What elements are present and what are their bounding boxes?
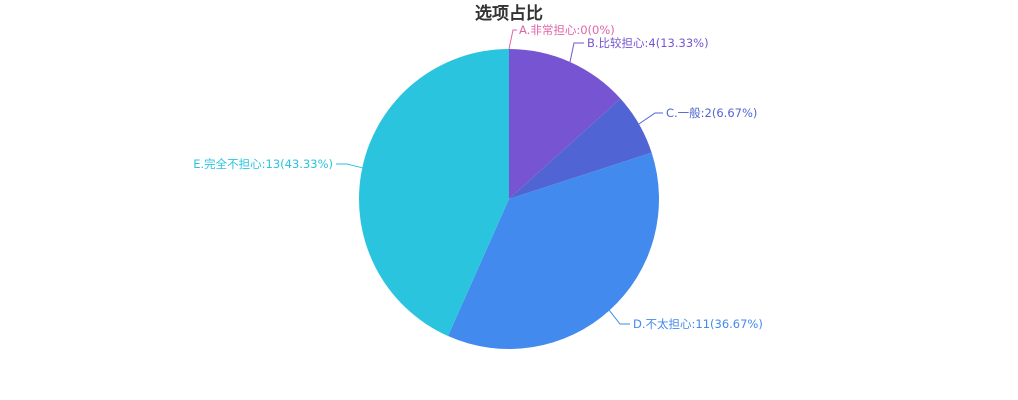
slice-label-0: A.非常担心:0(0%)	[519, 23, 615, 37]
slice-label-4: E.完全不担心:13(43.33%)	[193, 157, 333, 171]
pie-slice-2	[509, 98, 652, 199]
pie-labels: A.非常担心:0(0%)B.比较担心:4(13.33%) C.一般:2(6.67%…	[193, 23, 763, 331]
leader-line-1	[569, 42, 584, 63]
leader-line-0	[508, 29, 517, 50]
leader-line-2	[638, 112, 663, 125]
slice-label-1: B.比较担心:4(13.33%)	[587, 36, 709, 50]
slice-label-2: C.一般:2(6.67%)	[666, 106, 757, 120]
pie-slices	[359, 49, 659, 349]
leader-line-3	[608, 310, 630, 325]
pie-slice-4	[359, 49, 509, 337]
slice-label-3: D.不太担心:11(36.67%)	[633, 317, 763, 331]
pie-slice-1	[509, 49, 621, 199]
pie-slice-3	[447, 152, 659, 349]
chart-title: 选项占比	[475, 3, 543, 24]
leader-line-4	[336, 163, 363, 169]
